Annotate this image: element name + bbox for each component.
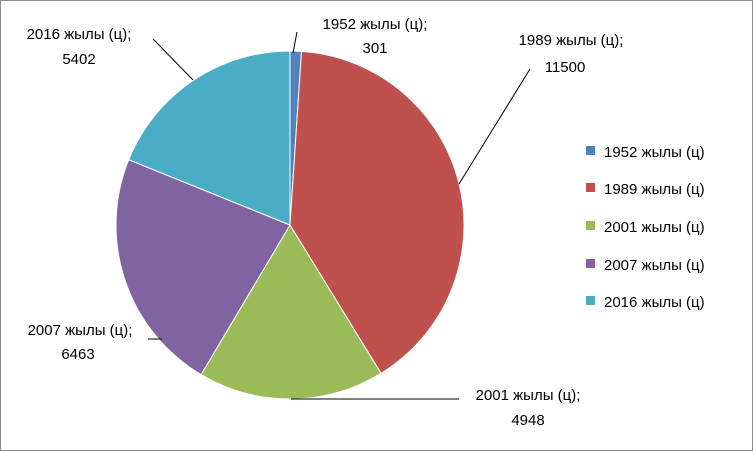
data-label-name-2016: 2016 жылы (ц); xyxy=(27,26,132,43)
data-label-value-2001: 4948 xyxy=(511,412,544,429)
legend-label-2016: 2016 жылы (ц) xyxy=(604,294,705,311)
legend-label-2007: 2007 жылы (ц) xyxy=(604,257,705,274)
legend-swatch-1952 xyxy=(586,146,595,155)
pie-slice-2016 xyxy=(128,50,291,226)
legend-label-2001: 2001 жылы (ц) xyxy=(604,219,705,236)
legend: 1952 жылы (ц) 1989 жылы (ц) 2001 жылы (ц… xyxy=(586,144,705,311)
data-label-value-2016: 5402 xyxy=(62,51,95,68)
data-label-name-1989: 1989 жылы (ц); xyxy=(519,32,624,49)
data-label-value-1952: 301 xyxy=(362,40,387,57)
pie-slices xyxy=(115,50,465,400)
leader-line-1952 xyxy=(292,31,298,54)
legend-swatch-1989 xyxy=(586,183,595,192)
data-labels: 1952 жылы (ц); 301 1989 жылы (ц); 11500 … xyxy=(27,16,624,429)
legend-swatch-2001 xyxy=(586,221,595,230)
leader-line-2016 xyxy=(152,38,194,81)
legend-swatch-2007 xyxy=(586,259,595,268)
legend-label-1989: 1989 жылы (ц) xyxy=(604,181,705,198)
data-label-value-1989: 11500 xyxy=(545,59,586,76)
data-label-name-2007: 2007 жылы (ц); xyxy=(28,322,133,339)
data-label-name-2001: 2001 жылы (ц); xyxy=(476,387,581,404)
data-label-value-2007: 6463 xyxy=(61,346,94,363)
legend-swatch-2016 xyxy=(586,296,595,305)
leader-lines xyxy=(148,31,531,400)
leader-line-1989 xyxy=(458,68,531,185)
pie-slice-2007 xyxy=(115,159,291,376)
legend-label-1952: 1952 жылы (ц) xyxy=(604,144,705,161)
data-label-name-1952: 1952 жылы (ц); xyxy=(323,16,428,33)
